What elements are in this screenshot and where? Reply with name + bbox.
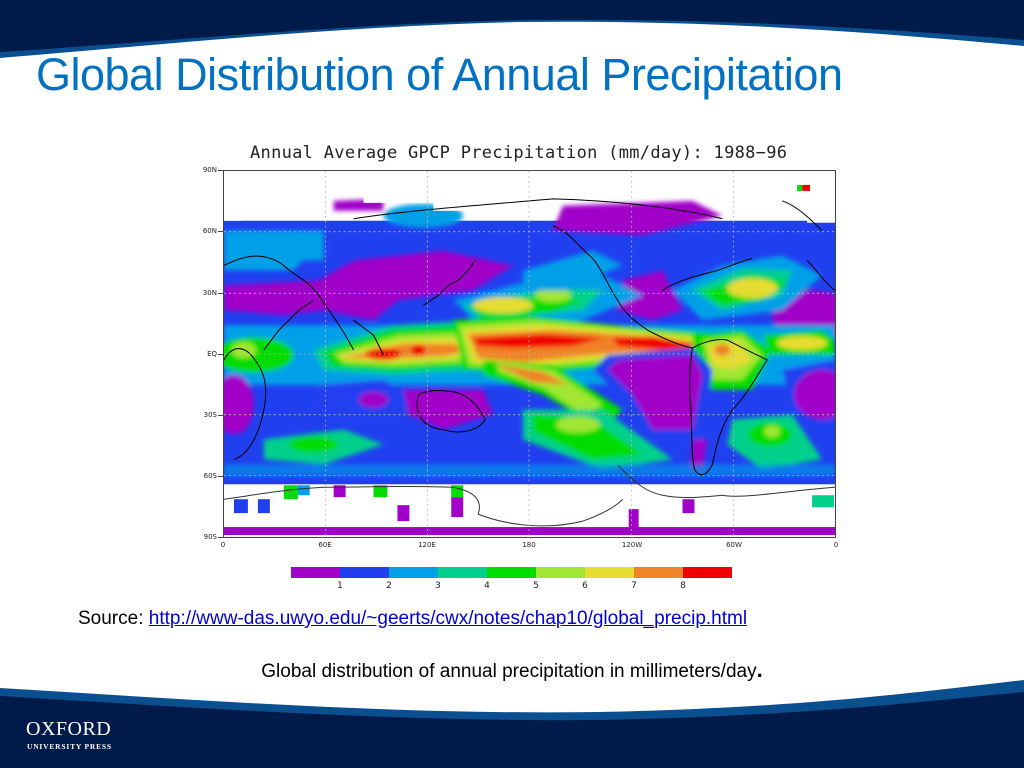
colorbar (291, 567, 732, 578)
source-link[interactable]: http://www-das.uwyo.edu/~geerts/cwx/note… (148, 608, 748, 629)
x-tick-label: 120W (621, 541, 643, 549)
y-tick-label: 90S (203, 533, 217, 541)
header-banner (0, 0, 1024, 58)
caption-text: Global distribution of annual precipitat… (261, 661, 757, 682)
y-tick-label: 60N (202, 227, 217, 235)
y-tick-label: 30N (202, 289, 217, 297)
caption-period: . (756, 657, 763, 682)
oxford-logo-subtitle: UNIVERSITY PRESS (27, 742, 112, 751)
colorbar-segment (585, 567, 634, 578)
y-tick-label: 90N (202, 166, 217, 174)
source-line: Source: http://www-das.uwyo.edu/~geerts/… (78, 608, 747, 630)
colorbar-segment (683, 567, 732, 578)
colorbar-segment (634, 567, 683, 578)
colorbar-tick-label: 8 (680, 581, 686, 591)
x-tick-label: 60E (318, 541, 332, 549)
source-label: Source: (78, 608, 149, 629)
colorbar-tick-label: 7 (631, 581, 637, 591)
figure-caption: Global distribution of annual precipitat… (0, 657, 1024, 683)
y-tick-label: EQ (207, 350, 217, 358)
colorbar-segment (340, 567, 389, 578)
x-tick-label: 60W (726, 541, 742, 549)
colorbar-tick-label: 6 (582, 581, 588, 591)
colorbar-tick-label: 3 (435, 581, 441, 591)
colorbar-segment (487, 567, 536, 578)
colorbar-tick-label: 4 (484, 581, 490, 591)
colorbar-segment (536, 567, 585, 578)
y-tick-label: 30S (203, 411, 217, 419)
y-tick-label: 60S (203, 472, 217, 480)
precipitation-heatmap (224, 171, 835, 537)
colorbar-segment (291, 567, 340, 578)
x-tick-label: 120E (418, 541, 436, 549)
oxford-logo: OXFORD (26, 718, 112, 740)
colorbar-segment (438, 567, 487, 578)
colorbar-tick-label: 5 (533, 581, 539, 591)
slide-title: Global Distribution of Annual Precipitat… (36, 49, 843, 100)
x-tick-label: 180 (522, 541, 536, 549)
colorbar-tick-label: 1 (337, 581, 343, 591)
x-tick-label: 0 (220, 541, 226, 549)
colorbar-segment (389, 567, 438, 578)
precipitation-map (223, 170, 836, 538)
footer-banner (0, 680, 1024, 768)
x-tick-label: 0 (833, 541, 839, 549)
chart-title: Annual Average GPCP Precipitation (mm/da… (250, 143, 788, 163)
colorbar-tick-label: 2 (386, 581, 392, 591)
